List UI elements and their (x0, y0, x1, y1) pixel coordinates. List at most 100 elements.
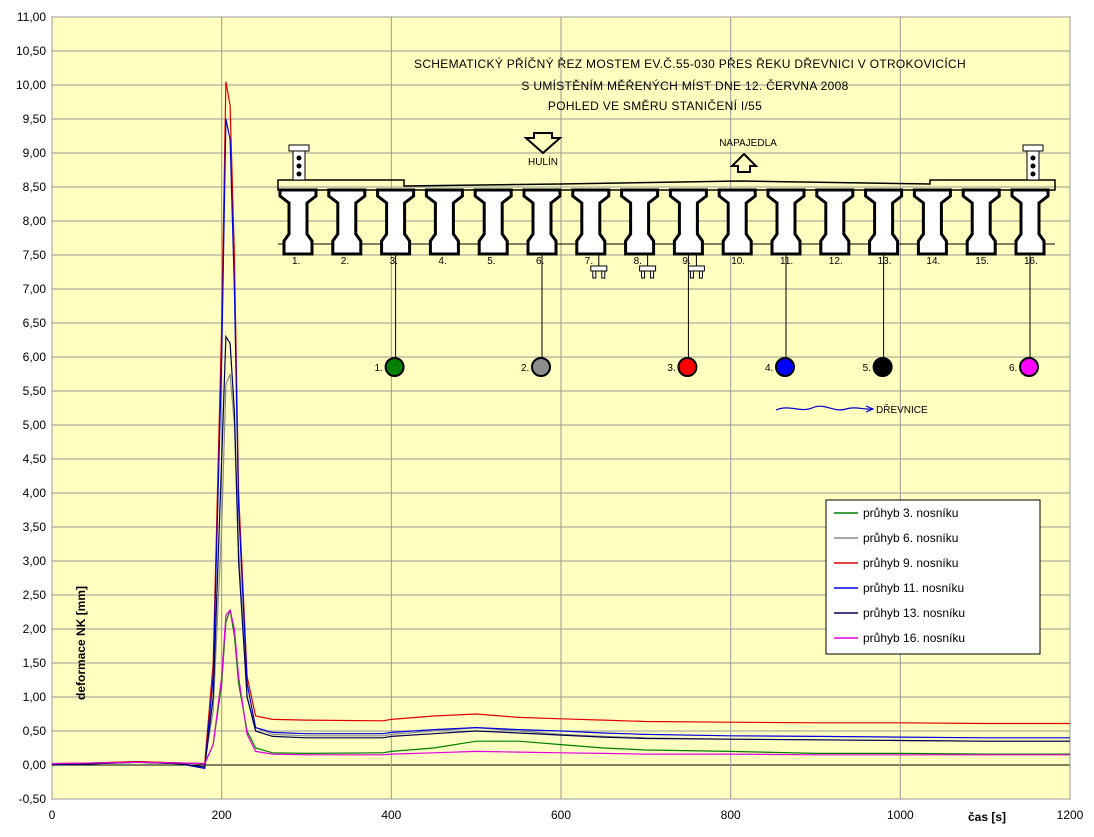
bearing-leg (641, 270, 646, 279)
beam-section (668, 188, 708, 256)
series-line-6 (51, 608, 1070, 765)
x-tick-label: 800 (721, 808, 741, 822)
x-tick-label: 1000 (887, 808, 914, 822)
y-tick-label: 7,50 (23, 248, 47, 262)
hulin-label: HULÍN (528, 155, 558, 168)
beam-section (815, 188, 855, 256)
beam-label: 12. (829, 256, 843, 267)
measure-points: 1. 2. 3. 4. 5. 6. (375, 255, 1039, 377)
x-tick-label: 0 (49, 808, 56, 822)
measure-point-marker (531, 357, 551, 377)
measure-point-label: 2. (521, 363, 529, 374)
beam-section (327, 188, 367, 256)
measure-point-label: 3. (667, 363, 675, 374)
bridge-diagram: SCHEMATICKÝ PŘÍČNÝ ŘEZ MOSTEM EV.Č.55-03… (277, 56, 1056, 416)
legend: průhyb 3. nosníku průhyb 6. nosníku průhyb… (825, 499, 1041, 655)
beam-section (376, 188, 416, 256)
bearing-plate (687, 265, 705, 272)
title-line-2: S UMÍSTĚNÍM MĚŘENÝCH MÍST DNE 12. ČERVNA… (521, 78, 848, 93)
measure-point-label: 5. (863, 363, 871, 374)
beam-label: 3. (390, 256, 398, 267)
beam-section (620, 188, 660, 256)
river-label: DŘEVNICE (876, 403, 928, 416)
title-line-1: SCHEMATICKÝ PŘÍČNÝ ŘEZ MOSTEM EV.Č.55-03… (414, 56, 966, 71)
beam-label: 16. (1024, 256, 1038, 267)
legend-item: průhyb 6. nosníku (863, 531, 958, 545)
title-line-3: POHLED VE SMĚRU STANIČENÍ I/55 (548, 98, 762, 113)
measure-point-label: 4. (765, 363, 773, 374)
arrow-up-icon (729, 152, 759, 173)
beam-labels: 1. 2. 3. 4. 5. 6. 7. 8. 9. 10. 11. 12. 13. 14. 15. 16. (292, 256, 1038, 267)
beam-label: 2. (341, 256, 349, 267)
legend-item: průhyb 11. nosníku (863, 581, 964, 595)
beam-label: 7. (585, 256, 593, 267)
y-tick-label: 6,50 (23, 316, 47, 330)
measure-point-marker (1019, 357, 1039, 377)
y-tick-label: 2,50 (23, 588, 47, 602)
y-tick-label: 9,00 (23, 146, 47, 160)
series-line-5 (51, 334, 1070, 768)
beam-label: 8. (634, 256, 642, 267)
y-tick-label: 7,00 (23, 282, 47, 296)
y-tick-label: 2,00 (23, 622, 47, 636)
series-line-3 (51, 81, 1070, 765)
napajedla-label: NAPAJEDLA (719, 138, 777, 149)
y-tick-label: 11,00 (17, 10, 46, 24)
beam-label: 10. (731, 256, 745, 267)
beam-label: 9. (682, 256, 690, 267)
measure-point-marker (677, 357, 698, 377)
y-tick-label: 0,00 (23, 758, 47, 772)
y-tick-label: 8,00 (23, 214, 47, 228)
beam-label: 1. (292, 256, 300, 267)
y-tick-label: 4,50 (23, 452, 47, 466)
beam-section (912, 188, 952, 256)
legend-item: průhyb 16. nosníku (863, 631, 965, 645)
beam-section (522, 188, 562, 256)
y-tick-label: 9,50 (23, 112, 47, 126)
river-icon (775, 405, 873, 411)
bearings (590, 255, 705, 279)
right-railing-post (1022, 144, 1044, 181)
beam-section (473, 188, 513, 256)
y-tick-label: 1,50 (23, 656, 47, 670)
x-tick-label: 400 (381, 808, 401, 822)
y-tick-label: 5,50 (23, 384, 47, 398)
bearing-plate (639, 265, 657, 272)
x-tick-label: 1200 (1057, 808, 1084, 822)
beam-section (424, 188, 464, 256)
x-tick-label: 200 (212, 808, 232, 822)
bearing-leg (689, 270, 694, 279)
series-lines (51, 81, 1070, 770)
y-tick-label: 3,00 (23, 554, 47, 568)
y-tick-label: 0,50 (23, 724, 47, 738)
measure-point-marker (872, 357, 893, 377)
beam-section (961, 188, 1001, 256)
y-tick-label: 3,50 (23, 520, 47, 534)
x-gridlines (51, 17, 1071, 799)
beam-label: 13. (878, 256, 892, 267)
bearing-leg (698, 270, 703, 279)
y-tick-label: 5,00 (23, 418, 47, 432)
bearing-leg (601, 270, 606, 279)
legend-item: průhyb 13. nosníku (863, 606, 965, 620)
bearing-plate (590, 265, 608, 272)
measure-point-marker (775, 357, 795, 377)
beam-section (571, 188, 611, 256)
x-tick-labels: 0 200 400 600 800 1000 1200 (49, 808, 1084, 822)
y-tick-label: 6,00 (23, 350, 47, 364)
river-arrow-icon (865, 405, 875, 413)
beam-section (766, 188, 806, 256)
legend-item: průhyb 9. nosníku (863, 556, 958, 570)
left-railing-post (288, 144, 310, 181)
y-tick-label: -0,50 (19, 792, 47, 806)
beam-label: 6. (536, 256, 544, 267)
y-tick-label: 10,00 (16, 78, 46, 92)
bearing-leg (592, 270, 597, 279)
y-tick-label: 10,50 (16, 44, 46, 58)
beam-label: 5. (487, 256, 495, 267)
y-tick-labels: -0,50 0,00 0,50 1,00 1,50 2,00 2,50 3,00 3,50 4,0… (16, 10, 46, 806)
y-tick-label: 4,00 (23, 486, 47, 500)
beams (278, 188, 1050, 256)
y-tick-label: 8,50 (23, 180, 47, 194)
